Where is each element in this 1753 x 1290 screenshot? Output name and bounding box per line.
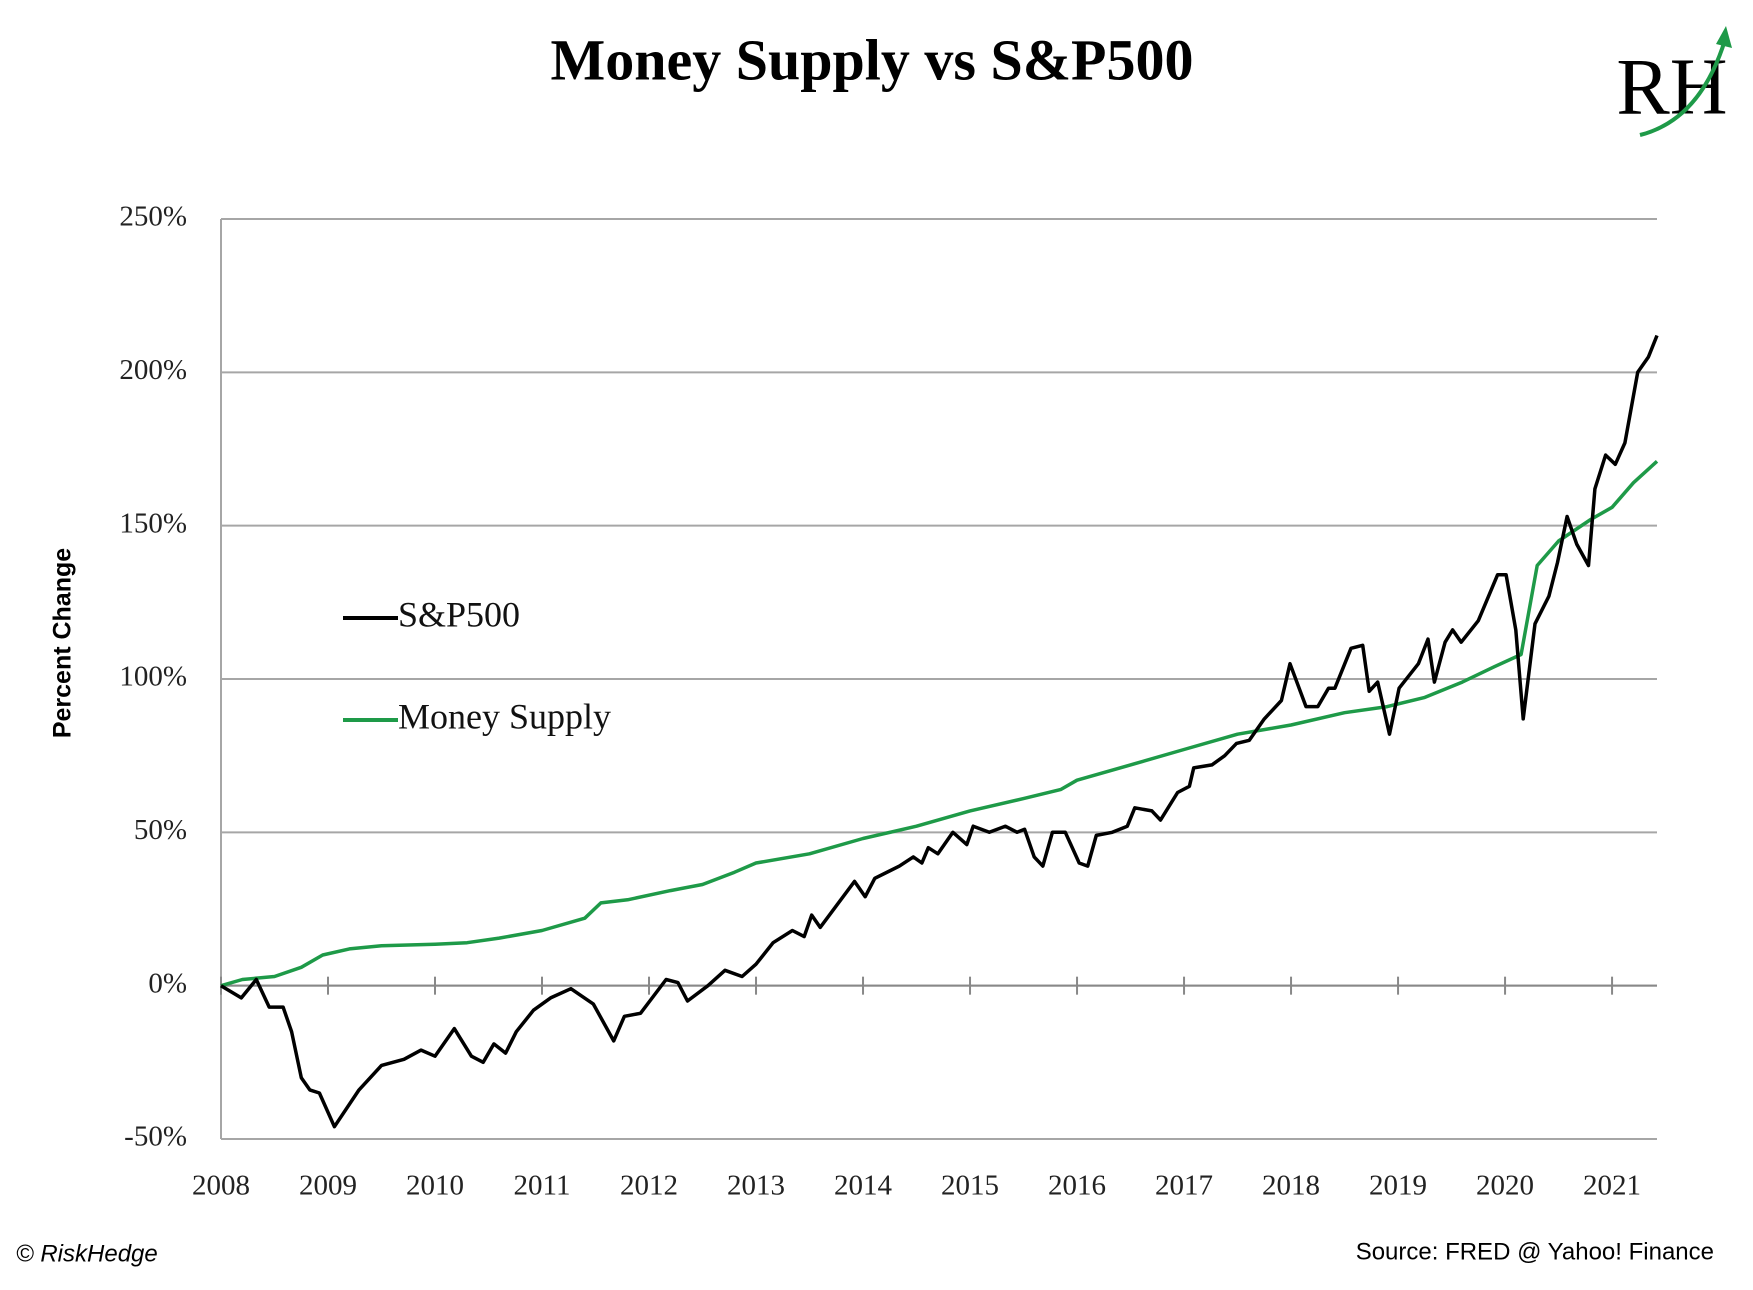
footer-credit: © RiskHedge bbox=[16, 1240, 158, 1267]
y-tick-label: -50% bbox=[124, 1121, 187, 1153]
x-tick-label: 2019 bbox=[1369, 1170, 1427, 1202]
y-tick-label: 100% bbox=[119, 661, 187, 693]
x-tick-label: 2011 bbox=[514, 1170, 571, 1202]
y-tick-label: 0% bbox=[148, 967, 187, 999]
y-tick-label: 150% bbox=[119, 507, 187, 539]
x-tick-label: 2018 bbox=[1262, 1170, 1320, 1202]
legend-label: S&P500 bbox=[398, 594, 520, 634]
x-tick-label: 2020 bbox=[1476, 1170, 1534, 1202]
y-axis-label: Percent Change bbox=[49, 548, 77, 738]
x-tick-label: 2015 bbox=[941, 1170, 999, 1202]
x-tick-label: 2014 bbox=[834, 1170, 893, 1202]
x-tick-label: 2021 bbox=[1583, 1170, 1641, 1202]
y-tick-label: 200% bbox=[119, 354, 187, 386]
line bbox=[220, 334, 1659, 1129]
chart-title: Money Supply vs S&P500 bbox=[551, 27, 1194, 92]
legend-label: Money Supply bbox=[398, 696, 611, 736]
footer-source: Source: FRED @ Yahoo! Finance bbox=[1356, 1238, 1714, 1265]
logo-arrow-head bbox=[1716, 26, 1732, 48]
x-tick-label: 2012 bbox=[620, 1170, 678, 1202]
x-tick-label: 2017 bbox=[1155, 1170, 1213, 1202]
y-tick-label: 50% bbox=[134, 814, 187, 846]
logo-arrow bbox=[1639, 39, 1727, 137]
x-tick-label: 2010 bbox=[406, 1170, 464, 1202]
x-tick-label: 2013 bbox=[727, 1170, 785, 1202]
logo: RH bbox=[1616, 43, 1727, 131]
x-tick-label: 2009 bbox=[299, 1170, 357, 1202]
y-tick-label: 250% bbox=[119, 201, 187, 233]
line bbox=[220, 460, 1659, 988]
x-tick-label: 2008 bbox=[192, 1170, 250, 1202]
x-tick-label: 2016 bbox=[1048, 1170, 1106, 1202]
